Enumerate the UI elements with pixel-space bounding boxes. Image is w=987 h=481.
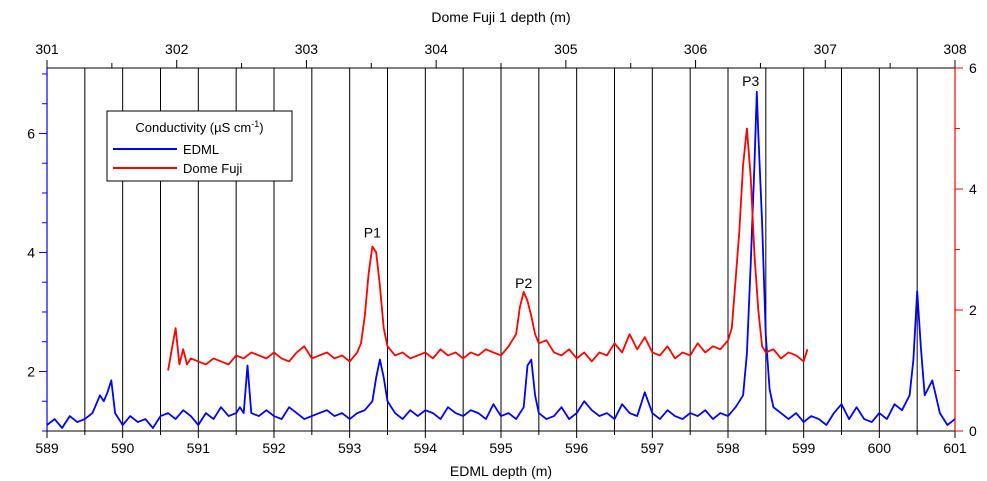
left-tick-label: 4	[27, 244, 35, 260]
legend-title-main: Conductivity (µS cm	[135, 120, 251, 135]
legend-title: Conductivity (µS cm-1)	[135, 119, 263, 135]
peak-label-p1: P1	[364, 225, 381, 241]
series-line-dome-fuji	[167, 127, 809, 371]
right-axis: 0 2 4 6	[954, 60, 977, 439]
bottom-axis-title: EDML depth (m)	[450, 463, 552, 479]
top-axis: 301 302 303 304 305 306 307 308	[35, 41, 967, 69]
right-tick-label: 4	[969, 181, 977, 197]
bottom-tick-label: 595	[489, 440, 513, 456]
left-axis: 2 4 6	[27, 68, 48, 432]
top-tick-label: 308	[943, 41, 967, 57]
peak-label-p2: P2	[515, 275, 532, 291]
bottom-tick-label: 591	[187, 440, 211, 456]
series-line-edml	[46, 90, 956, 429]
top-tick-label: 302	[165, 41, 189, 57]
top-tick-label: 301	[35, 41, 59, 57]
bottom-tick-label: 600	[868, 440, 892, 456]
right-tick-label: 6	[969, 60, 977, 76]
top-axis-title: Dome Fuji 1 depth (m)	[431, 9, 570, 25]
bottom-tick-label: 598	[716, 440, 740, 456]
right-tick-label: 0	[969, 423, 977, 439]
bottom-tick-label: 596	[565, 440, 589, 456]
legend-box	[106, 110, 293, 182]
top-tick-label: 305	[554, 41, 578, 57]
bottom-tick-label: 592	[262, 440, 286, 456]
peak-annotations: P1 P2 P3	[364, 73, 760, 291]
bottom-tick-label: 597	[641, 440, 665, 456]
right-tick-label: 2	[969, 302, 977, 318]
bottom-tick-label: 599	[792, 440, 816, 456]
bottom-tick-label: 590	[111, 440, 135, 456]
legend-label-edml: EDML	[183, 142, 219, 157]
top-tick-label: 303	[295, 41, 319, 57]
bottom-axis: 589 590 591 592 593 594 595 596 597 598 599 600 601	[35, 430, 967, 456]
top-tick-label: 307	[814, 41, 838, 57]
series-layer	[46, 90, 956, 429]
bottom-tick-label: 601	[943, 440, 967, 456]
bottom-tick-label: 589	[35, 440, 59, 456]
peak-label-p3: P3	[742, 73, 759, 89]
bottom-tick-label: 593	[338, 440, 362, 456]
legend: Conductivity (µS cm-1) EDML Dome Fuji	[106, 110, 293, 182]
top-tick-label: 306	[684, 41, 708, 57]
legend-title-sup: -1	[251, 119, 259, 129]
bottom-tick-label: 594	[414, 440, 438, 456]
top-tick-label: 304	[424, 41, 448, 57]
legend-title-end: )	[259, 120, 263, 135]
legend-label-dome-fuji: Dome Fuji	[183, 161, 242, 176]
left-tick-label: 2	[27, 363, 35, 379]
left-tick-label: 6	[27, 125, 35, 141]
